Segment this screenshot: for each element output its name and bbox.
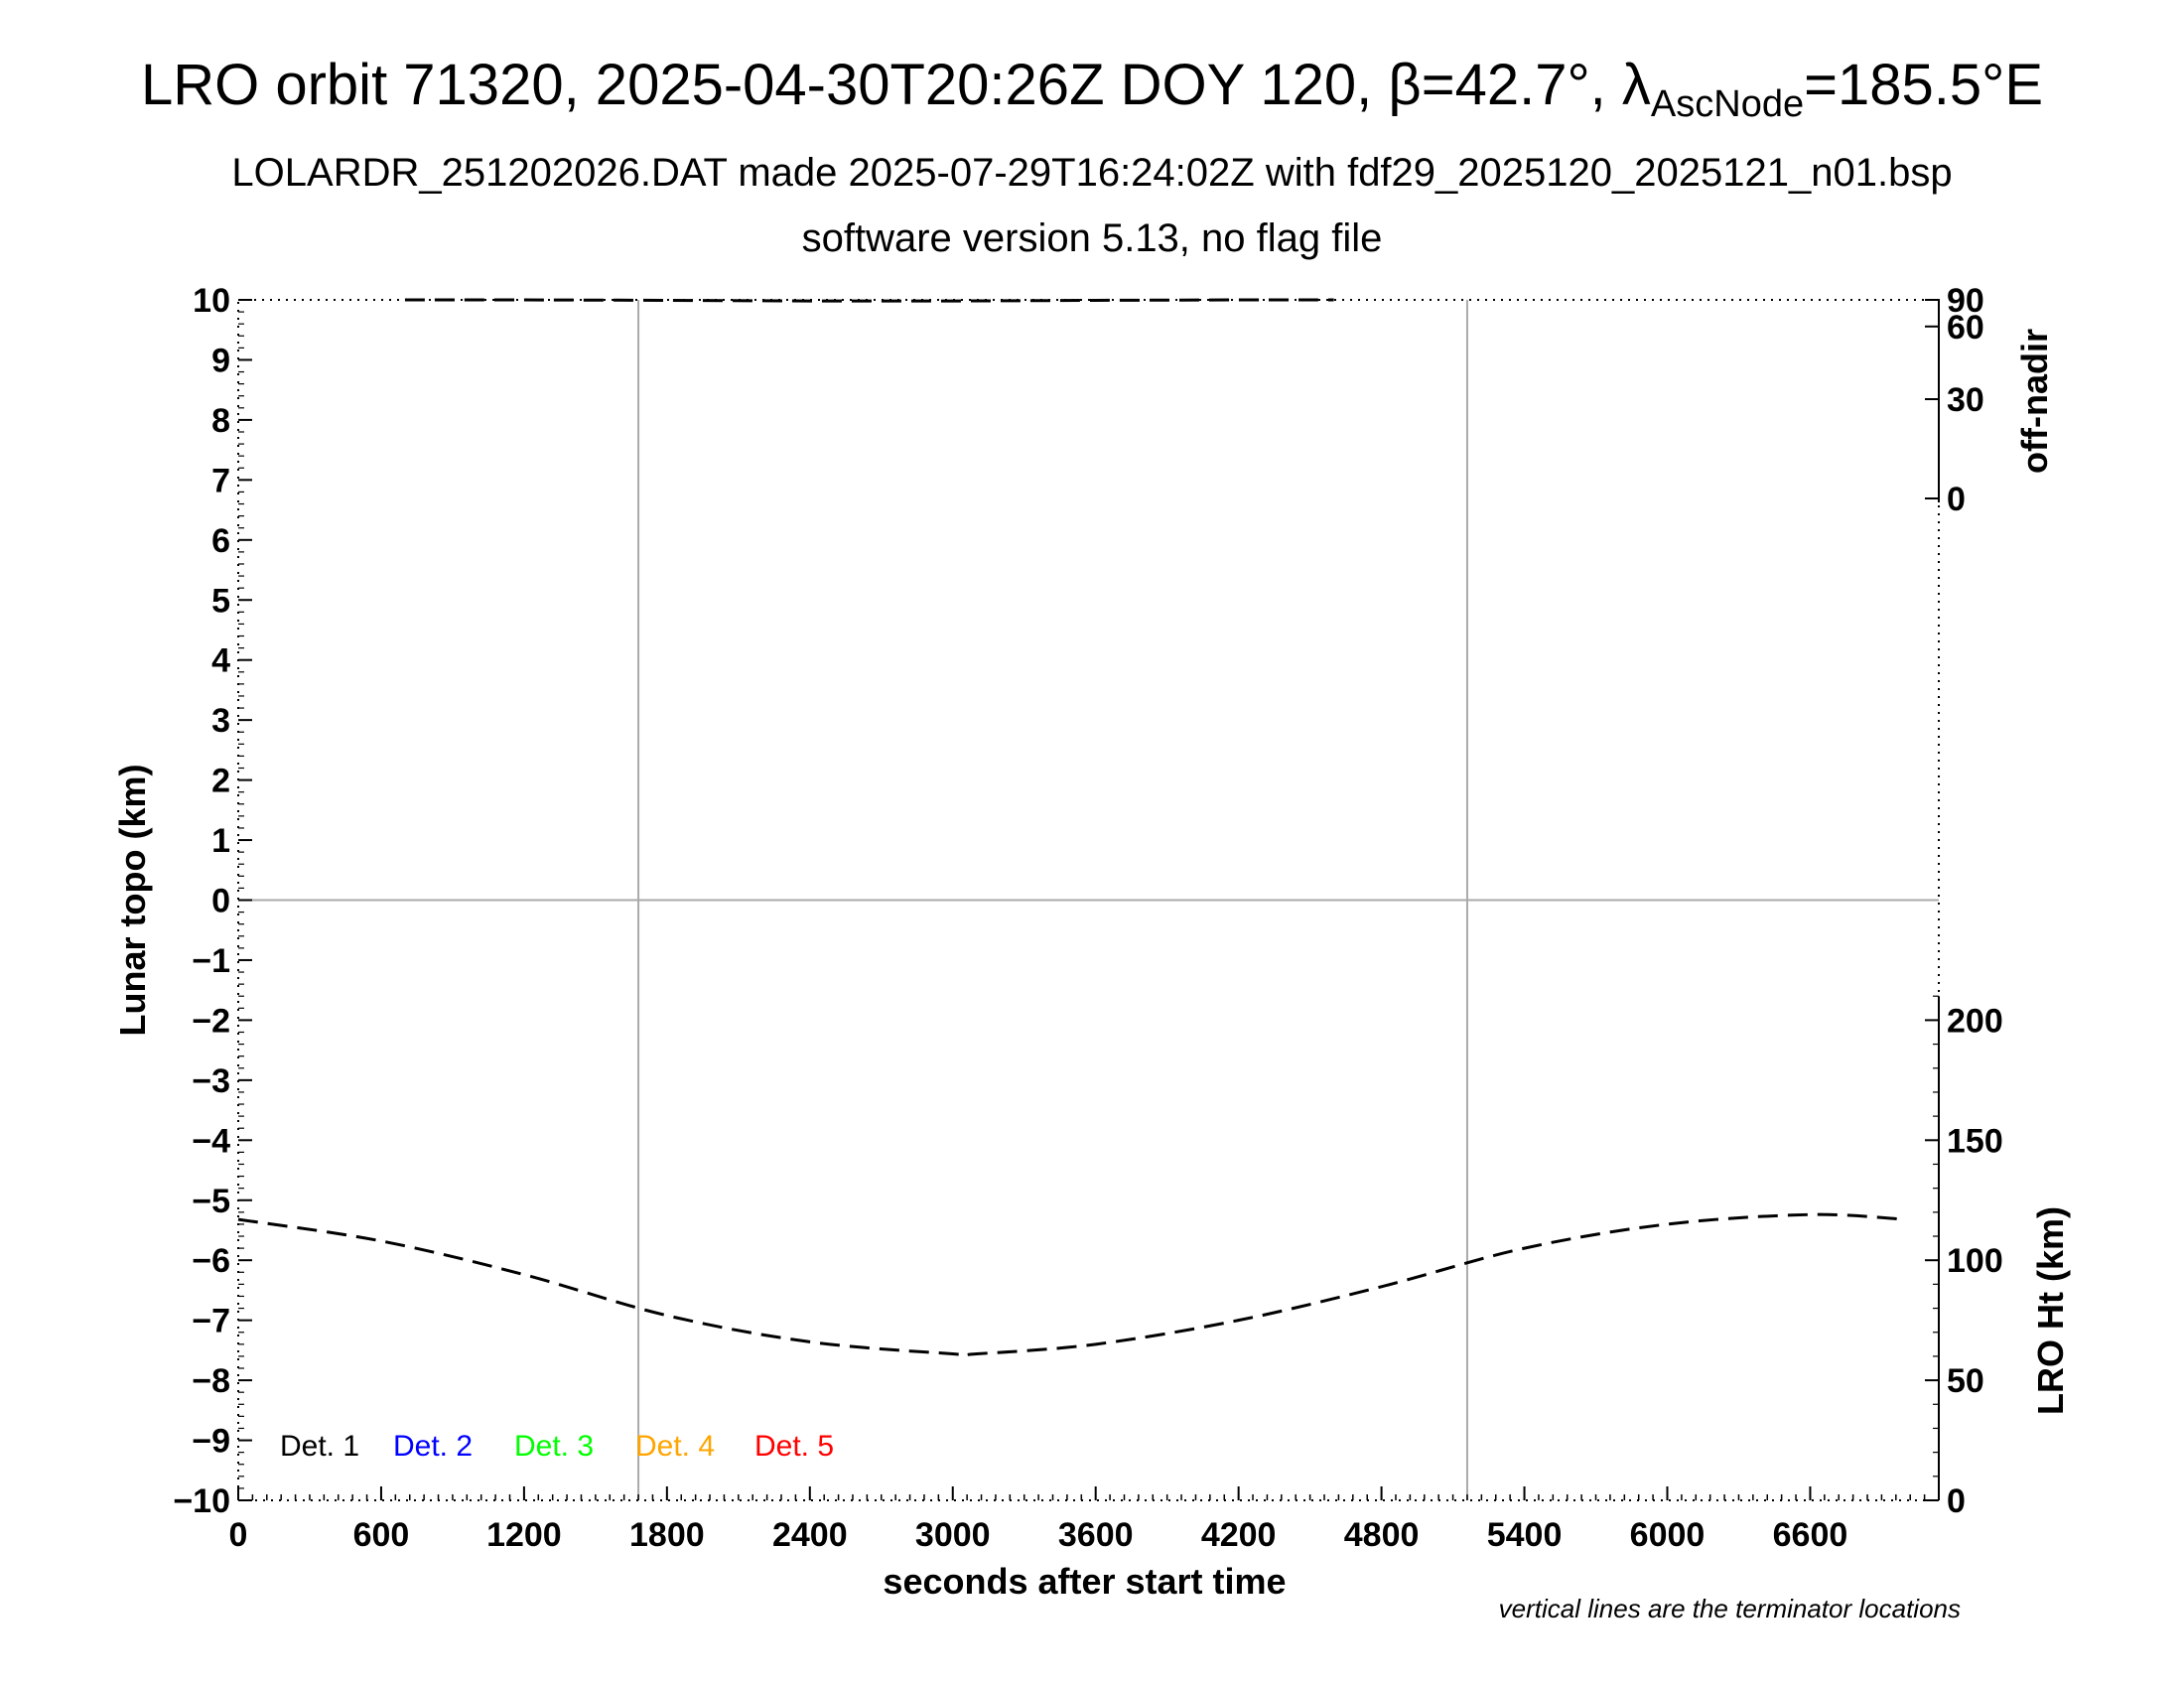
y-tick-label: −1 bbox=[192, 942, 230, 980]
y-tick-label: 0 bbox=[211, 883, 230, 920]
y-tick-label: −8 bbox=[192, 1362, 230, 1400]
grid-layer bbox=[238, 300, 1940, 1500]
y-axis-title-right-top: off-nadir bbox=[2014, 329, 2055, 474]
legend-item-det-5: Det. 5 bbox=[754, 1430, 834, 1463]
y-tick-label: 9 bbox=[211, 342, 230, 379]
x-tick-label: 3000 bbox=[915, 1516, 991, 1554]
x-tick-label: 6000 bbox=[1630, 1516, 1706, 1554]
x-tick-label: 600 bbox=[353, 1516, 410, 1554]
series-layer bbox=[237, 298, 1906, 1357]
y-axis-title-right-bottom: LRO Ht (km) bbox=[2030, 1206, 2071, 1415]
off-nadir-tick-label: 30 bbox=[1947, 381, 1984, 419]
lro-ht-tick-label: 200 bbox=[1947, 1002, 2003, 1040]
off-nadir-tick-label: 0 bbox=[1947, 481, 1966, 518]
off-nadir-line bbox=[404, 298, 1334, 303]
y-tick-label: 6 bbox=[211, 522, 230, 560]
chart-subtitle-file: LOLARDR_251202026.DAT made 2025-07-29T16… bbox=[231, 151, 1953, 195]
off-nadir-tick-label: 90 bbox=[1947, 282, 1984, 320]
y-tick-label: 7 bbox=[211, 462, 230, 499]
lro-ht-tick-label: 50 bbox=[1947, 1362, 1984, 1400]
y-tick-label: 1 bbox=[211, 822, 230, 860]
lro-height-line bbox=[237, 1212, 1906, 1357]
y-tick-label: 5 bbox=[211, 582, 230, 620]
x-tick-label: 1800 bbox=[629, 1516, 705, 1554]
terminator-note: vertical lines are the terminator locati… bbox=[1499, 1594, 1961, 1623]
y-tick-label: 8 bbox=[211, 402, 230, 440]
y-tick-label: 2 bbox=[211, 763, 230, 800]
y-tick-label: 10 bbox=[193, 282, 230, 320]
plot-frame bbox=[237, 299, 1940, 1501]
y-axis-title-left: Lunar topo (km) bbox=[112, 765, 153, 1037]
y-tick-label: −4 bbox=[192, 1122, 230, 1160]
chart-subtitle-software: software version 5.13, no flag file bbox=[801, 216, 1383, 260]
lro-ht-tick-label: 100 bbox=[1947, 1242, 2003, 1280]
legend-item-det-2: Det. 2 bbox=[393, 1430, 473, 1463]
legend-item-det-3: Det. 3 bbox=[514, 1430, 594, 1463]
y-tick-label: 3 bbox=[211, 702, 230, 740]
x-tick-label: 3600 bbox=[1058, 1516, 1134, 1554]
x-tick-label: 5400 bbox=[1487, 1516, 1563, 1554]
y-tick-label: 4 bbox=[211, 642, 230, 680]
chart-title: LRO orbit 71320, 2025-04-30T20:26Z DOY 1… bbox=[140, 53, 2044, 125]
x-tick-label: 2400 bbox=[772, 1516, 848, 1554]
x-tick-label: 1200 bbox=[486, 1516, 562, 1554]
tick-layer: 0 600 1200 1800 2400 3000 3600 4200 4800 5400 6000… bbox=[173, 282, 2002, 1554]
y-tick-label: −5 bbox=[192, 1183, 230, 1220]
legend: Det. 1 Det. 2 Det. 3 Det. 4 Det. 5 bbox=[280, 1430, 834, 1463]
y-tick-label: −10 bbox=[173, 1482, 230, 1520]
y-tick-label: −7 bbox=[192, 1303, 230, 1340]
off-nadir-tick-label: 60 bbox=[1947, 309, 1984, 347]
x-axis-title: seconds after start time bbox=[883, 1561, 1286, 1602]
x-tick-label: 4200 bbox=[1201, 1516, 1277, 1554]
y-tick-label: −2 bbox=[192, 1002, 230, 1040]
x-tick-label: 0 bbox=[229, 1516, 248, 1554]
lro-ht-tick-label: 150 bbox=[1947, 1122, 2003, 1160]
y-tick-label: −9 bbox=[192, 1423, 230, 1461]
y-tick-label: −6 bbox=[192, 1242, 230, 1280]
x-tick-label: 4800 bbox=[1344, 1516, 1420, 1554]
lro-ht-tick-label: 0 bbox=[1947, 1482, 1966, 1520]
y-tick-label: −3 bbox=[192, 1062, 230, 1100]
x-tick-label: 6600 bbox=[1773, 1516, 1848, 1554]
legend-item-det-4: Det. 4 bbox=[635, 1430, 715, 1463]
legend-item-det-1: Det. 1 bbox=[280, 1430, 359, 1463]
